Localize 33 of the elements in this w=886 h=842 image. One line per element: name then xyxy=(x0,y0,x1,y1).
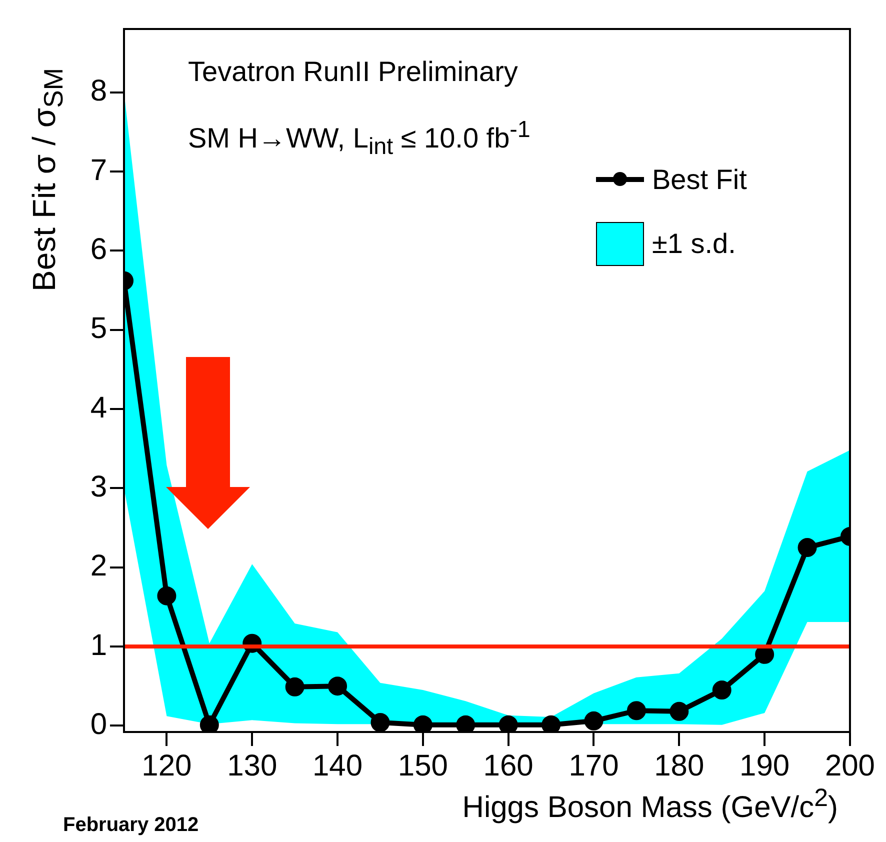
x-tick-label: 180 xyxy=(654,749,704,782)
x-tick-label: 190 xyxy=(740,749,790,782)
point xyxy=(584,711,604,730)
point xyxy=(370,713,390,732)
text: February 2012 xyxy=(63,814,199,837)
x-tick-label: 160 xyxy=(483,749,534,782)
point xyxy=(712,680,732,700)
y-tick-label: 3 xyxy=(90,470,107,504)
annotation: Tevatron RunII Preliminary xyxy=(188,56,518,88)
x-tick-label: 140 xyxy=(312,749,363,782)
y-tick-label: 8 xyxy=(90,74,107,108)
point xyxy=(328,676,348,696)
x-axis-title: Higgs Boson Mass (GeV/c$^{2}$) xyxy=(462,784,838,825)
legend-label: Best Fit xyxy=(652,164,747,196)
y-tick-label: 1 xyxy=(90,628,107,662)
x-tick-label: 170 xyxy=(568,749,619,782)
y-tick-label: 6 xyxy=(90,232,107,266)
y-tick-label: 2 xyxy=(90,550,107,583)
y-tick-label: 4 xyxy=(90,391,107,424)
x-tick-label: 200 xyxy=(824,749,876,782)
legend-label: ±1 s.d. xyxy=(652,228,736,260)
point xyxy=(626,701,646,720)
point xyxy=(285,677,304,696)
x-tick-label: 130 xyxy=(227,749,278,782)
point xyxy=(798,538,817,558)
point xyxy=(670,702,689,721)
annotation: SM H→WW, L$_{int}$ ≤ 10.0 fb$^{-1}$ xyxy=(188,116,530,160)
y-tick-label: 0 xyxy=(90,708,107,741)
point xyxy=(157,586,176,606)
x-tick-label: 120 xyxy=(142,749,192,782)
y-tick-label: 5 xyxy=(90,312,107,346)
x-tick-label: 150 xyxy=(398,749,448,782)
y-tick-label: 7 xyxy=(90,154,107,187)
